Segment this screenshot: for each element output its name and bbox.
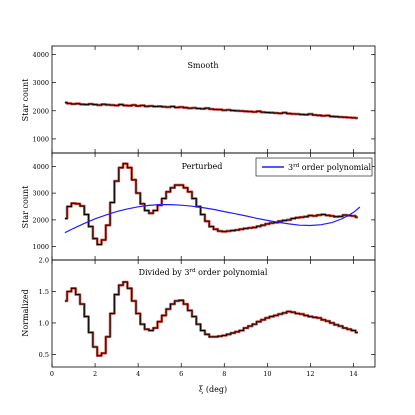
panel-smooth-yticks: 1000 2000 3000 4000 bbox=[32, 51, 375, 143]
x-tick-label: 4 bbox=[136, 370, 140, 378]
legend: 3rd order polynomial bbox=[255, 157, 373, 177]
y-tick-label: 3000 bbox=[32, 190, 49, 198]
legend-label: 3rd order polynomial bbox=[288, 163, 372, 172]
panel-divided-title: Divided by 3rd order polynomial bbox=[139, 268, 268, 277]
panel-smooth: 1000 2000 3000 4000 Smooth Star count bbox=[21, 45, 376, 154]
x-tick-label: 12 bbox=[306, 370, 314, 378]
polynomial-fit-line bbox=[64, 204, 361, 234]
legend-label-main: 3 bbox=[288, 163, 293, 172]
x-tick-label: 8 bbox=[222, 370, 226, 378]
y-tick-label: 1000 bbox=[32, 135, 49, 143]
y-tick-label: 2000 bbox=[32, 107, 49, 115]
panel-perturbed-plot bbox=[64, 162, 361, 246]
y-tick-label: 0.5 bbox=[39, 351, 49, 359]
panel-divided-yticks: 0.5 1.0 1.5 2.0 bbox=[39, 257, 375, 359]
x-axis-label: ξ (deg) bbox=[199, 385, 227, 394]
series-error-band bbox=[64, 280, 358, 357]
series-line bbox=[64, 281, 358, 357]
legend-label-rest: order polynomial bbox=[299, 163, 371, 172]
x-tick-label: 10 bbox=[263, 370, 271, 378]
series-line bbox=[64, 102, 358, 119]
panel-smooth-title: Smooth bbox=[187, 61, 218, 70]
y-tick-label: 4000 bbox=[32, 163, 49, 171]
x-tick-label: 14 bbox=[349, 370, 357, 378]
legend-box bbox=[255, 157, 373, 177]
y-tick-label: 2000 bbox=[32, 216, 49, 224]
y-tick-label: 3000 bbox=[32, 79, 49, 87]
panel-divided-ylabel: Normalized bbox=[21, 289, 30, 336]
panel-divided: 0.5 1.0 1.5 2.0 0 2 4 6 8 10 12 14 Divided by 3rd … bbox=[21, 257, 376, 394]
panel-divided-title-sup: rd bbox=[189, 268, 196, 274]
panel-divided-xticks: 0 2 4 6 8 10 12 14 bbox=[50, 260, 358, 378]
x-tick-label: 6 bbox=[179, 370, 183, 378]
panel-perturbed-title: Perturbed bbox=[182, 162, 223, 171]
y-tick-label: 1000 bbox=[32, 243, 49, 251]
panel-divided-plot bbox=[64, 280, 358, 357]
panel-divided-title-main: Divided by 3 bbox=[139, 268, 190, 277]
y-tick-label: 1.5 bbox=[39, 288, 49, 296]
x-tick-label: 2 bbox=[93, 370, 97, 378]
panel-smooth-xticks bbox=[51, 46, 354, 153]
panel-divided-title-rest: order polynomial bbox=[196, 268, 268, 277]
panel-smooth-plot bbox=[64, 101, 358, 120]
panel-divided-frame bbox=[51, 259, 376, 368]
y-tick-label: 4000 bbox=[32, 51, 49, 59]
y-tick-label: 2.0 bbox=[39, 257, 49, 265]
panel-perturbed-xticks bbox=[51, 153, 354, 260]
panel-perturbed: 1000 2000 3000 4000 Perturbed Star count 3r… bbox=[21, 152, 376, 261]
x-tick-label: 0 bbox=[50, 370, 54, 378]
panel-smooth-ylabel: Star count bbox=[21, 78, 30, 121]
y-tick-label: 1.0 bbox=[39, 319, 49, 327]
series-line bbox=[64, 163, 358, 245]
panel-perturbed-ylabel: Star count bbox=[21, 185, 30, 228]
legend-label-sup: rd bbox=[293, 163, 300, 169]
